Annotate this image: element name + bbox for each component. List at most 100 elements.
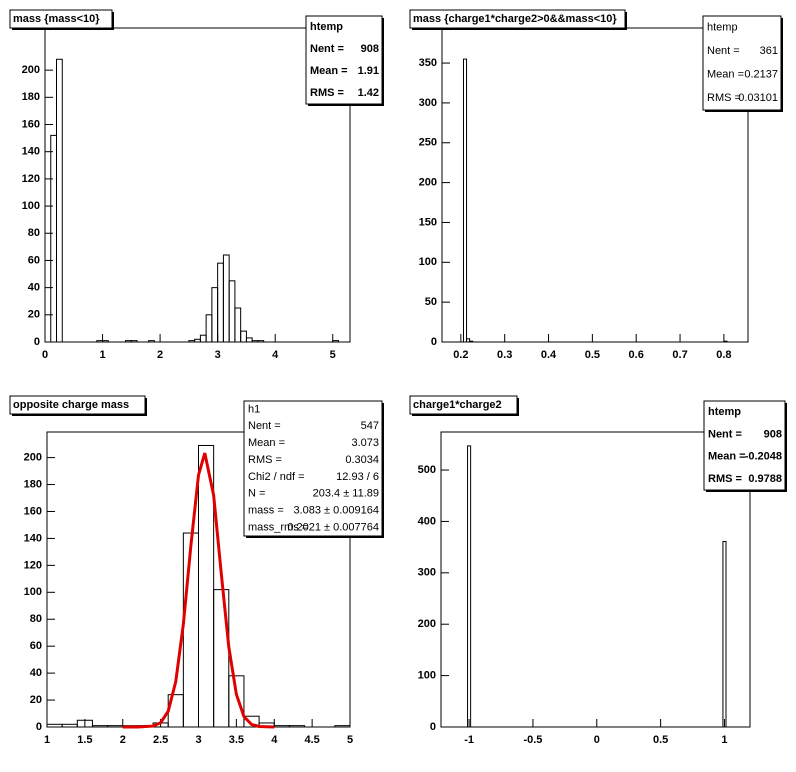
stats-value: 908 — [361, 43, 379, 55]
stats-value: 0.9788 — [748, 473, 782, 485]
y-tick-label: 100 — [24, 586, 42, 598]
stats-value: 0.2137 — [744, 69, 778, 81]
stats-label: Mean = — [708, 451, 746, 463]
stats-value: 0.03101 — [738, 92, 778, 104]
y-tick-label: 180 — [22, 91, 40, 103]
x-tick-label: 0.5 — [653, 734, 668, 746]
histogram-bar — [257, 340, 265, 343]
histogram-bar — [56, 58, 63, 343]
histogram-bar — [228, 675, 245, 728]
y-tick-label: 40 — [28, 282, 40, 294]
stats-label: RMS = — [707, 92, 741, 104]
histogram-bar — [130, 340, 138, 343]
y-tick-label: 50 — [425, 296, 437, 308]
histogram-bar — [213, 589, 230, 728]
x-tick-label: 1.5 — [77, 734, 92, 746]
x-tick-label: -1 — [464, 734, 474, 746]
stats-value: 0.3034 — [345, 454, 379, 466]
x-tick-label: 1 — [44, 734, 50, 746]
y-tick-label: 200 — [418, 618, 436, 630]
y-tick-label: 150 — [419, 216, 437, 228]
x-tick-label: 0 — [42, 349, 48, 361]
stats-label: RMS = — [248, 454, 282, 466]
stats-label: Mean = — [707, 69, 744, 81]
x-tick-label: -0.5 — [523, 734, 542, 746]
y-tick-label: 140 — [24, 532, 42, 544]
y-tick-label: 20 — [28, 309, 40, 321]
x-tick-label: 1 — [721, 734, 727, 746]
stats-label: Mean = — [310, 65, 348, 77]
x-tick-label: 5 — [330, 349, 336, 361]
stats-value: 547 — [361, 420, 379, 432]
stats-value: 1.42 — [358, 87, 379, 99]
x-tick-label: 3 — [195, 734, 201, 746]
frame — [440, 431, 751, 728]
stats-label: RMS = — [310, 87, 344, 99]
stats-box — [243, 400, 383, 537]
y-tick-label: 80 — [28, 227, 40, 239]
stats-value: 12.93 / 6 — [336, 471, 379, 483]
stats-label: Chi2 / ndf = — [248, 471, 305, 483]
stats-box — [305, 15, 383, 105]
x-tick-label: 3 — [215, 349, 221, 361]
y-tick-label: 80 — [30, 613, 42, 625]
histogram-bar — [332, 340, 339, 343]
y-tick-label: 400 — [418, 515, 436, 527]
y-tick-label: 0 — [34, 336, 40, 348]
y-tick-label: 60 — [28, 254, 40, 266]
chart-title: opposite charge mass — [13, 399, 129, 411]
stats-label: mass_rms = — [248, 521, 308, 533]
x-tick-label: 2 — [120, 734, 126, 746]
x-tick-label: 0.4 — [541, 349, 557, 361]
stats-label: Nent = — [248, 420, 281, 432]
y-tick-label: 40 — [30, 667, 42, 679]
histogram-bar — [148, 340, 155, 343]
y-tick-label: 300 — [419, 97, 437, 109]
stats-label: Mean = — [248, 437, 285, 449]
histogram-bar — [243, 715, 260, 728]
stats-label: mass = — [248, 505, 284, 517]
y-tick-label: 60 — [30, 640, 42, 652]
stats-label: Nent = — [310, 43, 344, 55]
y-tick-label: 0 — [431, 336, 437, 348]
stats-value: -0.2048 — [745, 451, 782, 463]
y-tick-label: 120 — [22, 173, 40, 185]
y-tick-label: 140 — [22, 146, 40, 158]
frame — [441, 27, 749, 343]
histogram-bar — [469, 340, 474, 343]
stats-box — [703, 400, 786, 491]
chart-title: charge1*charge2 — [413, 399, 502, 411]
x-tick-label: 0.5 — [585, 349, 600, 361]
stats-label: Nent = — [708, 428, 742, 440]
title-box — [9, 395, 146, 415]
y-tick-label: 500 — [418, 464, 436, 476]
stats-value: 1.91 — [358, 65, 379, 77]
histogram-bar — [723, 340, 728, 343]
y-tick-label: 160 — [24, 505, 42, 517]
x-tick-label: 0 — [594, 734, 600, 746]
y-tick-label: 300 — [418, 567, 436, 579]
frame — [44, 27, 351, 343]
stats-name: htemp — [310, 21, 343, 33]
stats-box — [702, 15, 782, 111]
title-box — [9, 9, 113, 29]
stats-value: 361 — [760, 45, 778, 57]
x-tick-label: 0.7 — [672, 349, 687, 361]
chart-title: mass {charge1*charge2>0&&mass<10} — [413, 13, 617, 25]
y-tick-label: 20 — [30, 694, 42, 706]
stats-name: htemp — [708, 406, 741, 418]
histogram-bar — [245, 337, 253, 343]
y-tick-label: 200 — [419, 177, 437, 189]
y-tick-label: 100 — [418, 670, 436, 682]
histogram-bar — [198, 444, 215, 728]
stats-name: htemp — [707, 22, 738, 34]
histogram-bar — [240, 330, 247, 343]
fit-curve — [122, 452, 275, 729]
x-tick-label: 0.2 — [453, 349, 468, 361]
histogram-bar — [76, 719, 93, 728]
chart-title: mass {mass<10} — [13, 13, 100, 25]
histogram-bar — [234, 307, 242, 343]
title-box — [409, 9, 626, 29]
histogram-bar — [288, 725, 306, 728]
